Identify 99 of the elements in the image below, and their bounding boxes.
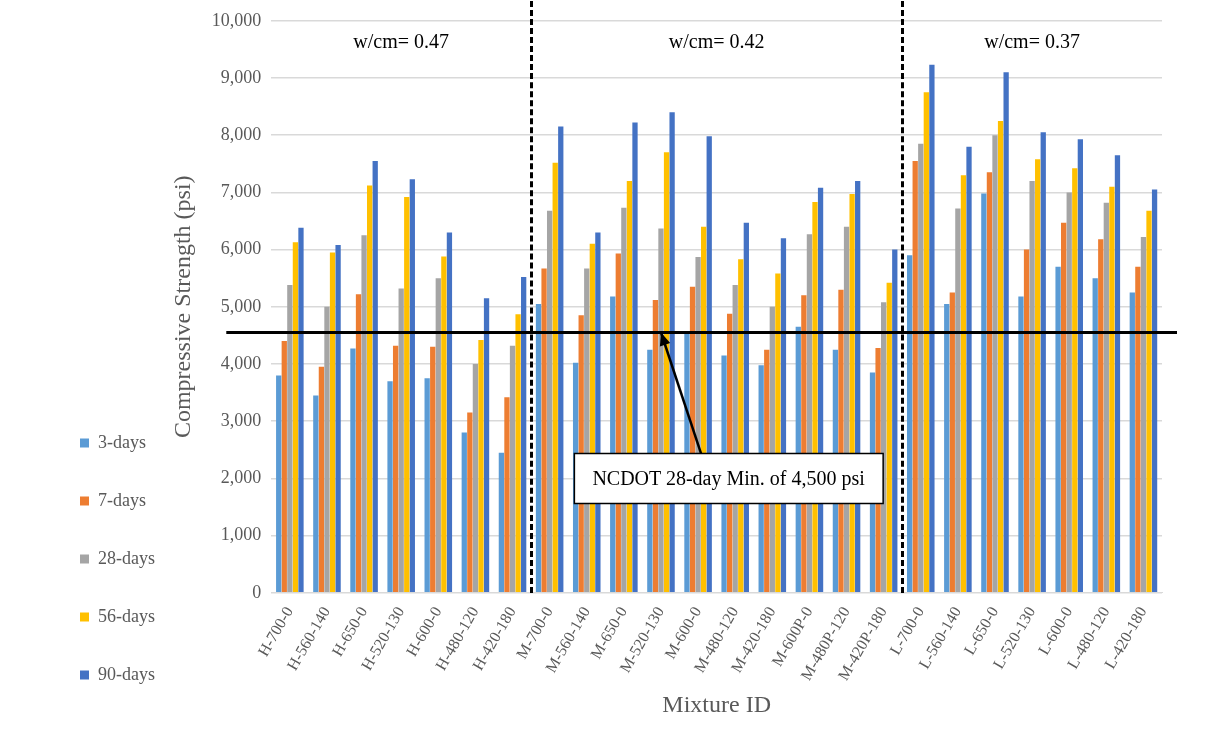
y-axis-title: Compressive Strength (psi) [168,175,195,439]
bar [1061,222,1067,593]
bar [981,193,987,593]
bar [1018,296,1024,593]
y-tick-label: 8,000 [220,123,262,144]
y-tick-label: 1,000 [220,524,262,545]
bar [1040,132,1046,593]
bar [372,160,378,593]
y-tick-label: 4,000 [220,352,262,373]
annotation: w/cm= 0.42 [668,30,765,53]
y-tick-label: 3,000 [220,409,262,430]
bar [1103,202,1109,593]
bar [298,227,304,593]
bar [504,397,510,593]
annotation: NCDOT 28-day Min. of 4,500 psi [592,466,866,490]
bar [461,432,467,593]
bar [324,306,330,593]
bar [886,282,892,593]
y-tick-label: 9,000 [220,66,262,87]
bar [1098,239,1104,593]
bar [387,381,393,593]
bar [355,294,362,593]
legend-label: 28-days [98,547,155,568]
bar [892,249,898,593]
bar [435,278,441,593]
bar [1140,237,1147,593]
bar [281,341,287,593]
bar [929,64,935,593]
annotation: w/cm= 0.37 [984,30,1080,53]
bar [535,303,542,593]
bar [498,452,505,593]
y-tick-label: 6,000 [220,238,262,259]
bar [478,339,484,593]
bar [1151,189,1158,593]
bar [404,196,410,593]
bar [361,235,367,593]
bar [906,255,913,593]
bar [949,292,955,593]
bar [483,298,490,593]
bar [918,143,924,593]
bar [541,268,547,593]
bar [329,252,336,593]
bar [1023,249,1030,593]
y-tick-label: 7,000 [220,181,262,202]
bar [521,277,527,593]
annotation: w/cm= 0.47 [353,30,450,53]
bar [441,256,447,593]
bar [1029,180,1035,593]
legend-label: 7-days [98,489,146,510]
bar [546,210,553,593]
bar [472,363,479,593]
bar [1035,159,1041,593]
y-tick-label: 2,000 [220,467,262,488]
bar [997,120,1004,593]
y-tick-label: 5,000 [220,295,262,316]
bar [409,179,415,593]
legend-label: 56-days [98,605,155,626]
bar [424,378,430,593]
bar [992,135,998,593]
bar [1114,155,1121,593]
y-tick-label: 10,000 [211,9,262,30]
bar [1066,192,1072,593]
bar [292,242,299,593]
y-tick-label: 0 [252,581,262,602]
bar [912,160,918,593]
bar [318,366,325,593]
bar [960,175,967,593]
bar [276,375,282,593]
bar [509,345,516,593]
bar [1135,266,1141,593]
bar [467,412,473,593]
bar [955,208,961,593]
bar [552,162,558,593]
bar [1077,139,1083,593]
bar [398,288,404,593]
bar [446,232,453,593]
bar [430,346,436,593]
bar [944,303,950,593]
bar [923,92,929,593]
bar [1092,278,1098,593]
legend-label: 3-days [98,431,146,452]
bar [1072,168,1078,593]
bar [287,285,293,593]
bar [1146,210,1152,593]
bar [350,348,356,593]
x-axis-title: Mixture ID [662,690,771,717]
bar [986,172,993,593]
bar [1003,72,1009,593]
bar [966,146,972,593]
bar [515,314,521,593]
bar [366,185,373,593]
bar [558,126,564,593]
legend-label: 90-days [98,663,155,684]
bar [392,345,399,593]
bar [335,245,341,593]
bar [1109,186,1115,593]
bar [1055,266,1061,593]
bar [313,395,319,593]
bar [1129,292,1135,593]
